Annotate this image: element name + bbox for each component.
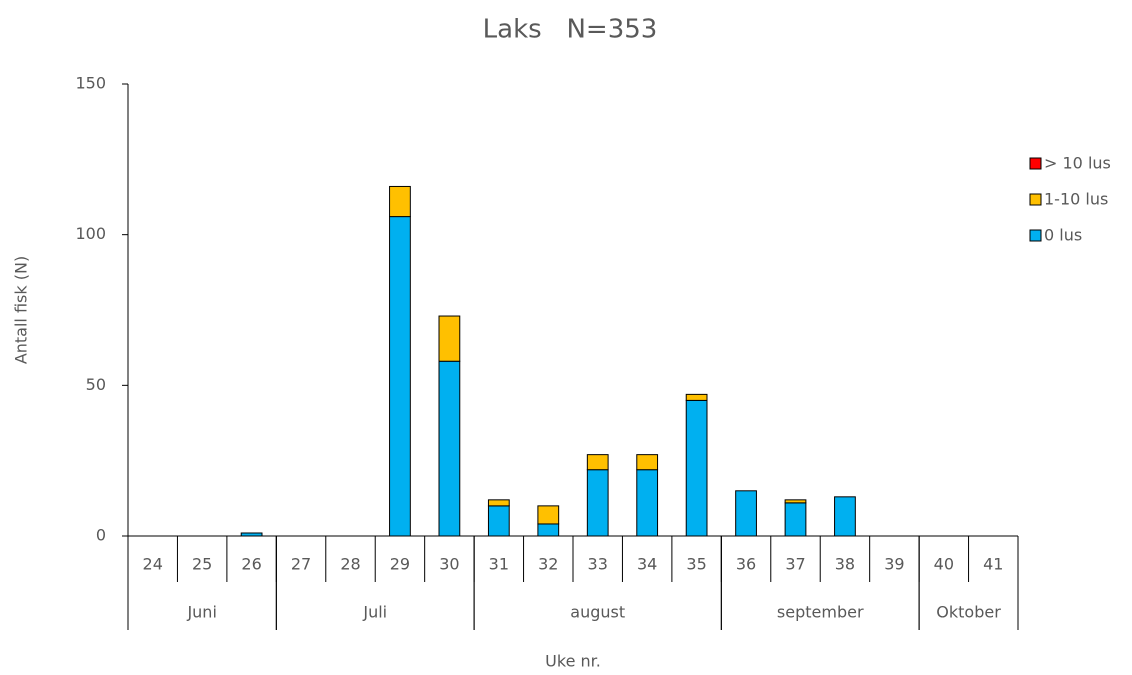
- x-tick-label: 41: [983, 555, 1003, 574]
- bar-segment: [685, 393, 708, 401]
- y-tick-label: 50: [86, 375, 106, 394]
- group-label: september: [777, 603, 864, 622]
- bar-segment: [240, 532, 263, 537]
- group-label: Juni: [186, 603, 216, 622]
- y-tick-label: 100: [75, 224, 106, 243]
- y-tick-label: 0: [96, 526, 106, 545]
- legend-label: > 10 lus: [1044, 154, 1111, 173]
- y-axis-label: Antall fisk (N): [12, 256, 31, 364]
- x-tick-label: 32: [538, 555, 558, 574]
- group-label: Oktober: [936, 603, 1001, 622]
- group-label: Juli: [362, 603, 387, 622]
- x-tick-label: 25: [192, 555, 212, 574]
- x-tick-label: 30: [439, 555, 459, 574]
- bar-segment: [389, 216, 411, 537]
- x-tick-label: 26: [241, 555, 261, 574]
- legend-label: 0 lus: [1044, 226, 1082, 245]
- bar-segment: [636, 454, 659, 471]
- bar-segment: [784, 499, 807, 504]
- bar-segment: [438, 360, 461, 537]
- bar-segment: [389, 185, 411, 218]
- legend-swatch: [1029, 229, 1042, 242]
- chart-title: Laks N=353: [483, 15, 658, 45]
- bar-segment: [834, 496, 856, 537]
- bar-segment: [784, 502, 807, 537]
- bar-segment: [636, 469, 659, 537]
- legend-swatch: [1029, 157, 1042, 170]
- x-tick-label: 34: [637, 555, 657, 574]
- x-tick-label: 24: [143, 555, 163, 574]
- bar-segment: [487, 505, 510, 537]
- x-tick-label: 31: [489, 555, 509, 574]
- x-tick-label: 37: [785, 555, 805, 574]
- bar-segment: [586, 469, 609, 537]
- x-tick-label: 29: [390, 555, 410, 574]
- y-tick-label: 150: [75, 74, 106, 93]
- x-tick-label: 39: [884, 555, 904, 574]
- bar-segment: [537, 505, 560, 525]
- x-tick-label: 33: [588, 555, 608, 574]
- bar-segment: [438, 315, 461, 362]
- bar-segment: [735, 490, 757, 537]
- x-tick-label: 36: [736, 555, 756, 574]
- group-label: august: [570, 603, 625, 622]
- x-tick-label: 35: [686, 555, 706, 574]
- bar-segment: [487, 499, 510, 507]
- x-tick-label: 40: [934, 555, 954, 574]
- bar-segment: [537, 523, 560, 537]
- bar-segment: [586, 454, 609, 471]
- x-tick-label: 28: [340, 555, 360, 574]
- legend-swatch: [1029, 193, 1042, 206]
- legend-label: 1-10 lus: [1044, 190, 1108, 209]
- x-axis-label: Uke nr.: [545, 652, 601, 671]
- x-tick-label: 27: [291, 555, 311, 574]
- bar-segment: [685, 399, 708, 537]
- x-tick-label: 38: [835, 555, 855, 574]
